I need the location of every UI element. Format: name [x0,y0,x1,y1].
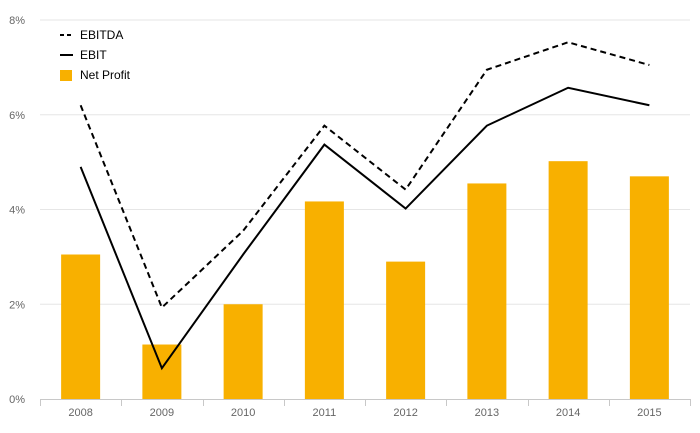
legend-label-net-profit: Net Profit [80,68,131,82]
grid-lines [40,19,690,305]
x-tick-label-2013: 2013 [475,407,499,419]
y-tick-label: 2% [9,299,25,311]
bar-net-profit-2015[interactable] [629,176,669,399]
y-tick-label: 6% [9,110,25,122]
bar-net-profit-2008[interactable] [61,254,101,399]
bar-net-profit-2010[interactable] [223,304,263,399]
y-tick-label: 0% [9,394,25,406]
line-ebit[interactable] [79,86,650,371]
legend-swatch-net-profit [60,70,72,81]
y-tick-label: 4% [9,205,25,217]
legend-item-net-profit[interactable]: Net Profit [60,68,131,82]
bar-net-profit-2014[interactable] [548,161,588,399]
point-ebitda-2009[interactable] [160,306,163,309]
line-series [79,41,650,371]
x-tick-label-2014: 2014 [556,407,580,419]
y-tick-label: 8% [9,15,25,27]
bar-net-profit-2009[interactable] [142,344,182,399]
x-tick-label-2011: 2011 [313,407,337,419]
legend-item-ebit[interactable]: EBIT [60,48,107,62]
legend-label-ebitda: EBITDA [80,28,123,42]
legend-label-ebit: EBIT [80,48,107,62]
axes: 0% 2% 4% 6% 8% 2008 2009 2010 2011 2012 2013 2014 20… [9,15,691,419]
line-ebitda[interactable] [79,41,650,310]
bar-net-profit-2011[interactable] [304,201,344,399]
legend: EBITDA EBIT Net Profit [60,28,131,82]
x-tick-label-2009: 2009 [150,407,174,419]
bar-net-profit-2013[interactable] [467,183,507,399]
bar-net-profit-2012[interactable] [386,261,426,399]
x-tick-label-2012: 2012 [393,407,417,419]
legend-item-ebitda[interactable]: EBITDA [60,28,123,42]
x-tick-label-2008: 2008 [68,407,92,419]
x-tick-label-2010: 2010 [231,407,255,419]
bar-series-net-profit [61,161,669,399]
x-tick-label-2015: 2015 [637,407,661,419]
